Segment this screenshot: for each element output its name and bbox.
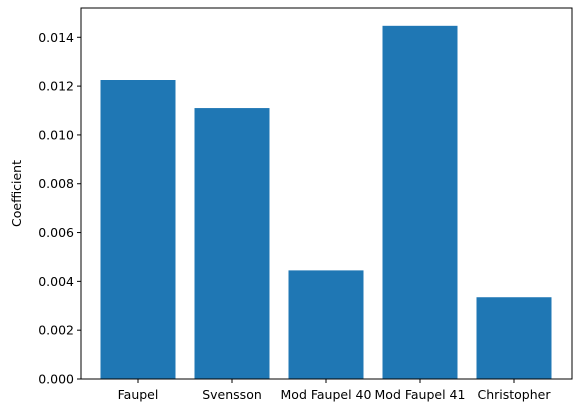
x-tick-label: Faupel: [118, 387, 159, 402]
x-tick-label: Mod Faupel 41: [375, 387, 466, 402]
bar-svensson: [194, 108, 270, 380]
y-tick-label: 0.008: [38, 176, 74, 191]
y-tick-label: 0.010: [38, 127, 74, 142]
y-tick-label: 0.004: [38, 274, 74, 289]
x-axis-ticks: Faupel Svensson Mod Faupel 40 Mod Faupel 41…: [118, 379, 551, 402]
bar-mod-faupel-41: [382, 25, 458, 380]
x-tick-label: Mod Faupel 40: [281, 387, 372, 402]
bar-christopher: [476, 297, 552, 379]
bars-group: [100, 25, 552, 380]
y-axis-ticks: 0.000 0.002 0.004 0.006 0.008 0.010 0.012 0.014: [38, 30, 81, 387]
plot-frame: [80, 7, 573, 380]
bar-mod-faupel-40: [288, 270, 364, 379]
x-tick-label: Svensson: [202, 387, 262, 402]
bar-faupel: [100, 80, 176, 379]
y-axis-label: Coefficient: [9, 160, 24, 227]
y-tick-label: 0.012: [38, 79, 74, 94]
y-tick-label: 0.002: [38, 323, 74, 338]
y-tick-label: 0.014: [38, 30, 74, 45]
y-tick-label: 0.000: [38, 372, 74, 387]
x-tick-label: Christopher: [477, 387, 551, 402]
y-tick-label: 0.006: [38, 225, 74, 240]
